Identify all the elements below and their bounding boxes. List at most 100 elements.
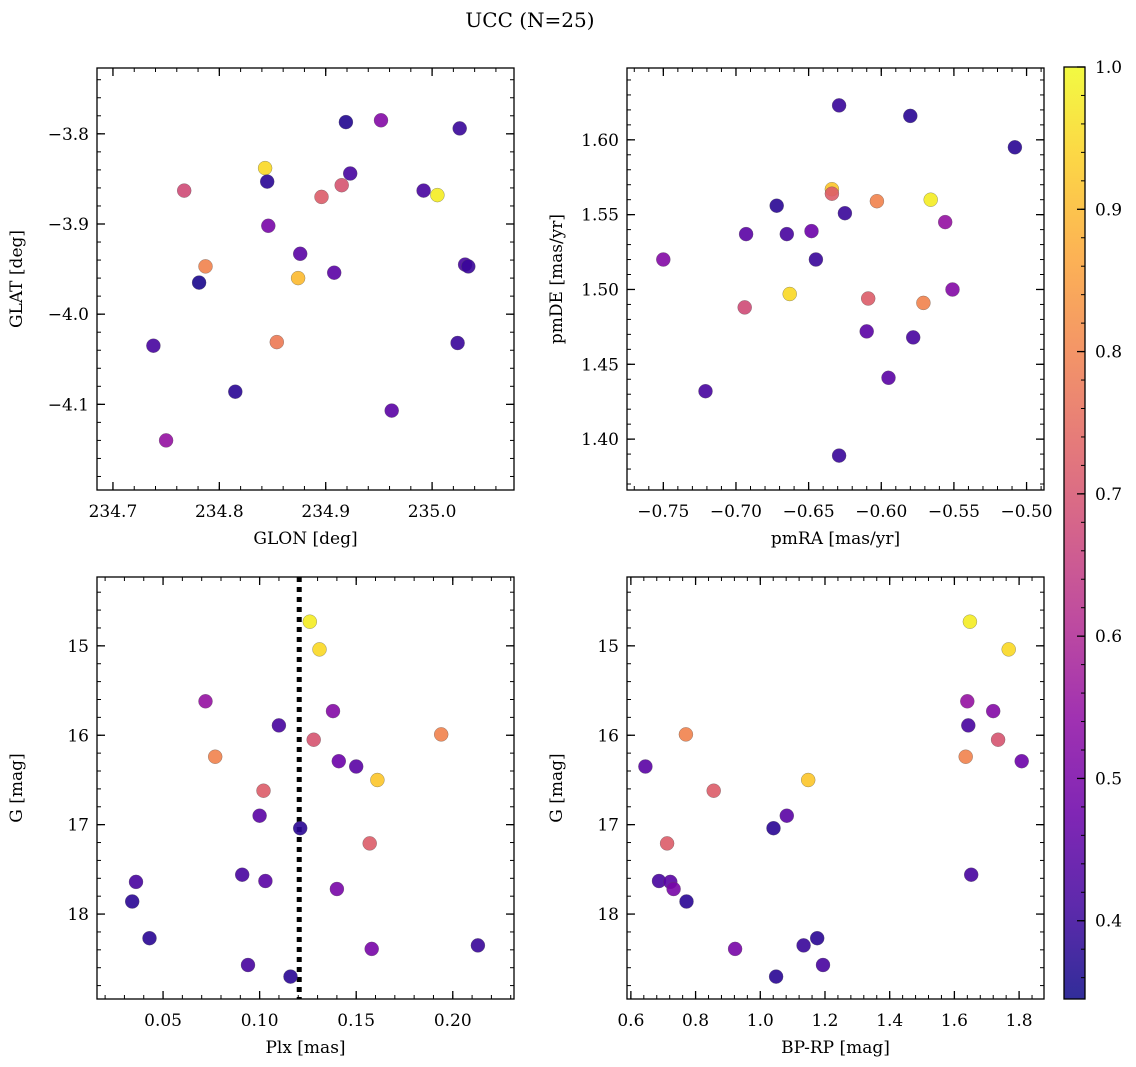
data-point [804,223,819,239]
data-point [808,252,824,267]
data-point [416,183,431,198]
x-tick-label: 0.10 [241,1011,279,1031]
data-point [240,957,256,973]
colorbar-tick-label: 1.0 [1095,58,1122,78]
data-point [945,282,960,297]
data-point [342,166,358,181]
x-tick-label: −0.75 [637,502,689,522]
x-tick-label: 0.20 [434,1011,472,1031]
y-tick-label: −4.0 [48,305,89,325]
data-point [782,286,797,302]
data-point [824,186,840,201]
y-tick-label: 1.50 [581,280,619,300]
data-point [338,114,354,130]
data-point [433,727,449,742]
scatter-panel-4: 0.6 0.8 1.0 1.2 1.4 1.6 1.8 15 16 17 18 BP-RP [mag]… [547,576,1045,1058]
data-point [960,694,975,709]
x-tick-label: 234.8 [195,502,244,522]
data-point [837,205,853,221]
y-axis-label: GLAT [deg] [7,230,27,328]
data-point [766,820,781,836]
data-point [831,98,847,113]
data-point [452,121,467,136]
data-point [364,941,379,957]
y-axis-label: G [mag] [547,753,567,822]
x-axis-label: BP-RP [mag] [781,1038,890,1058]
y-tick-label: 15 [597,637,619,657]
data-point [738,226,754,242]
data-point [228,384,243,399]
data-point [779,226,795,242]
data-point [348,759,364,774]
y-tick-label: −4.1 [48,395,89,415]
colorbar-tick-label: 0.8 [1095,343,1122,363]
x-tick-label: 1.8 [1006,1011,1033,1031]
x-axis-label: pmRA [mas/yr] [771,529,900,549]
data-point [656,252,671,267]
data-point [292,246,308,262]
data-point [329,881,345,897]
data-point [207,749,223,764]
data-point [859,324,874,339]
scatter-panel-3: 0.05 0.10 0.15 0.20 15 16 17 18 Plx [mas] G [mag] [7,576,515,1058]
x-tick-label: 234.9 [301,502,350,522]
data-point [809,930,825,946]
data-point [362,836,377,851]
data-point [737,300,752,315]
colorbar: 0.4 0.5 0.6 0.7 0.8 0.9 1.0 [1063,58,1122,1000]
y-axis-label: G [mag] [7,753,27,822]
x-tick-label: −0.55 [928,502,980,522]
data-point [903,108,918,124]
data-point [860,291,876,306]
x-tick-label: 1.0 [747,1011,774,1031]
data-point [326,265,342,280]
figure-title: UCC (N=25) [465,8,594,32]
x-tick-label: 1.6 [941,1011,968,1031]
x-tick-label: −0.50 [1001,502,1053,522]
data-point [796,938,811,953]
data-point [158,433,174,448]
data-point [191,275,207,290]
plot-frame [626,576,1045,1000]
colorbar-tick-label: 0.5 [1095,769,1122,789]
y-tick-label: 1.40 [581,430,619,450]
data-point [666,881,681,897]
data-point [706,783,721,798]
data-point [257,160,273,176]
colorbar-tick-label: 0.9 [1095,200,1122,220]
y-tick-label: −3.9 [48,215,89,235]
y-tick-label: 15 [67,637,89,657]
data-point [937,214,953,230]
data-point [384,403,399,418]
scatter-panel-2: −0.75 −0.70 −0.65 −0.60 −0.55 −0.50 1.40 1.45 1.… [547,67,1053,549]
data-point [923,192,938,207]
data-point [259,174,275,189]
data-point [306,732,321,747]
y-tick-label: 1.45 [581,355,619,375]
data-point [261,218,276,234]
data-point [831,448,847,463]
data-point [124,894,140,909]
x-tick-label: 0.6 [617,1011,644,1031]
y-tick-label: 1.60 [581,131,619,151]
y-axis-label: pmDE [mas/yr] [547,214,567,344]
data-point [961,718,976,733]
x-tick-label: 1.2 [811,1011,838,1031]
data-point [916,295,931,311]
data-point [198,259,213,274]
data-point [198,694,213,709]
data-point [146,338,161,353]
data-point [256,783,271,798]
data-point [283,969,298,984]
x-tick-label: −0.65 [783,502,835,522]
data-point [1014,753,1029,769]
scatter-panel-1: 234.7 234.8 234.9 235.0 −4.1 −4.0 −3.9 −3.8 GLON… [7,67,515,549]
colorbar-tick-label: 0.7 [1095,485,1122,505]
plot-frame [96,67,515,491]
data-point [234,867,250,882]
data-point [370,772,385,788]
data-point [962,614,978,629]
x-axis-label: GLON [deg] [253,529,357,549]
y-tick-label: −3.8 [48,125,89,145]
